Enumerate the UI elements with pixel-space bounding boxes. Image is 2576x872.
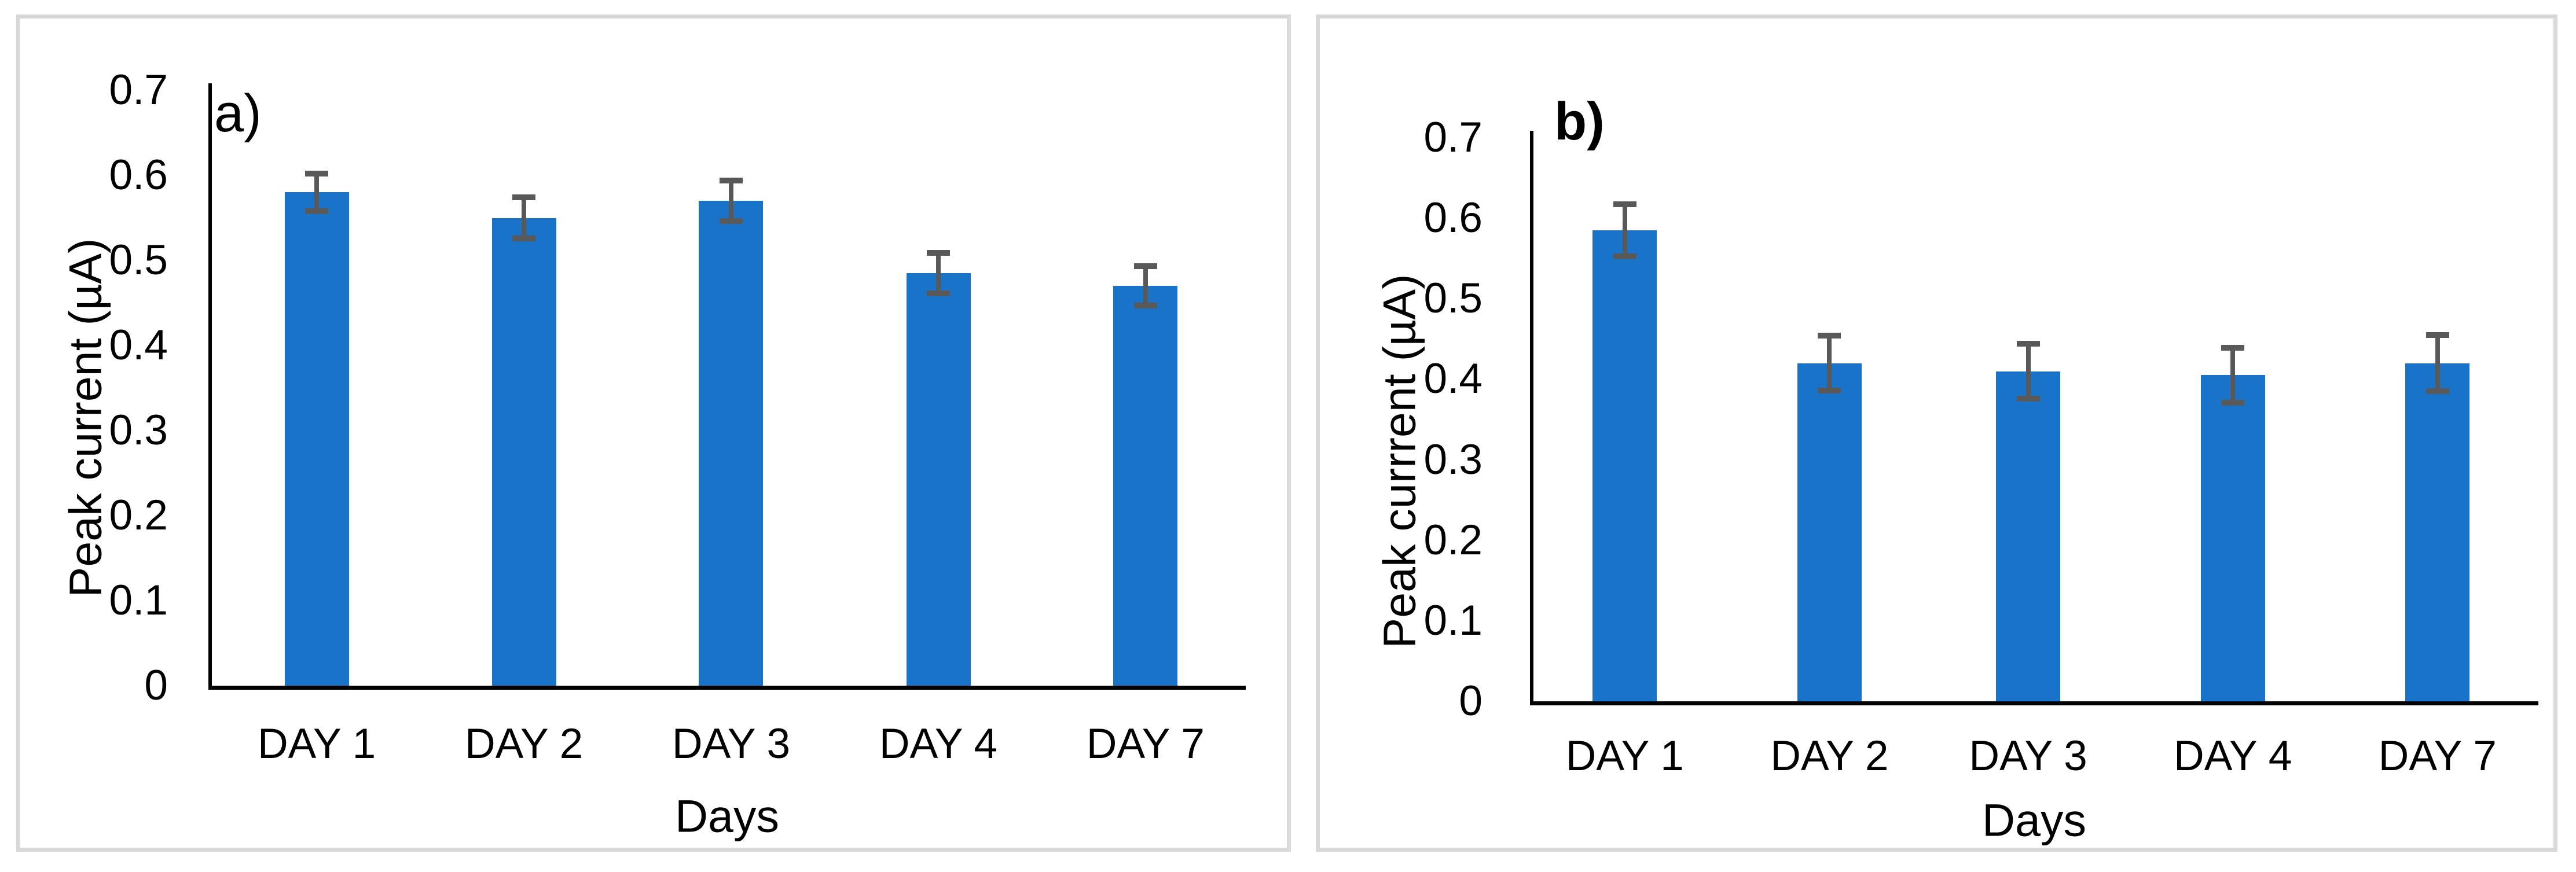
error-bar-cap: [2016, 395, 2040, 402]
chart-panel-b: Peak currrent (µA) b) 0.7 0.6 0.5 0.4 0.3 0.2…: [1316, 14, 2557, 852]
error-bar: [314, 174, 320, 211]
x-category-label: DAY 4: [879, 720, 998, 767]
x-category-label: DAY 7: [1086, 720, 1205, 767]
panel-letter: b): [1554, 92, 1605, 151]
x-axis-title: Days: [675, 790, 779, 842]
bar: [491, 218, 556, 686]
y-tick-label: 0.2: [109, 492, 168, 539]
bar: [284, 192, 349, 686]
error-bar-cap: [1613, 253, 1636, 259]
x-category-label: DAY 3: [1969, 733, 2087, 779]
bar: [1113, 286, 1178, 686]
error-bar-cap: [2016, 341, 2040, 347]
y-tick-label: 0.1: [109, 577, 168, 624]
error-bar-cap: [927, 249, 951, 256]
error-bar-cap: [719, 218, 743, 225]
error-bar-cap: [1133, 302, 1157, 308]
chart-panel-a: Peak current (µA) a) 0.7 0.6 0.5 0.4 0.3 0.2 0…: [16, 14, 1291, 852]
y-tick-label: 0.7: [109, 67, 168, 113]
error-bar-cap: [2221, 399, 2245, 406]
y-tick-label: 0: [1459, 678, 1483, 724]
x-category-label: DAY 1: [1565, 733, 1684, 779]
y-tick-label: 0.3: [1423, 436, 1483, 483]
y-axis-line: [1530, 131, 1533, 705]
y-tick-label: 0: [144, 662, 168, 709]
bar: [1592, 230, 1657, 701]
bar: [1996, 371, 2061, 701]
y-tick-label: 0.3: [109, 407, 168, 454]
error-bar-cap: [512, 235, 536, 241]
bar: [1797, 363, 1862, 701]
error-bar: [2435, 334, 2440, 392]
error-bar: [728, 180, 733, 222]
error-bar-cap: [1133, 263, 1157, 270]
error-bar-cap: [2221, 345, 2245, 351]
x-category-label: DAY 2: [465, 720, 584, 767]
y-tick-label: 0.2: [1423, 516, 1483, 564]
error-bar: [1143, 266, 1148, 306]
error-bar-cap: [1613, 201, 1636, 208]
y-tick-label: 0.6: [1423, 194, 1483, 242]
error-bar: [936, 252, 941, 294]
x-category-label: DAY 2: [1770, 733, 1889, 779]
x-axis-title: Days: [1982, 794, 2086, 846]
error-bar: [2025, 344, 2031, 399]
bar: [699, 201, 764, 686]
x-category-label: DAY 1: [257, 720, 376, 767]
error-bar-cap: [927, 290, 951, 297]
panel-letter: a): [214, 84, 262, 143]
error-bar-cap: [512, 194, 536, 201]
x-category-label: DAY 7: [2378, 733, 2497, 779]
y-tick-label: 0.7: [1423, 114, 1483, 161]
y-tick-label: 0.4: [1423, 355, 1483, 403]
bar: [906, 273, 971, 686]
error-bar-cap: [1818, 387, 1841, 393]
x-axis-line: [1530, 701, 2538, 705]
x-category-label: DAY 3: [671, 720, 791, 767]
y-tick-label: 0.5: [1423, 275, 1483, 322]
error-bar-cap: [719, 177, 743, 183]
error-bar: [522, 197, 527, 238]
x-axis-line: [208, 686, 1246, 690]
error-bar-cap: [1818, 333, 1841, 339]
error-bar-cap: [305, 208, 329, 214]
error-bar: [1827, 336, 1832, 391]
error-bar-cap: [2425, 388, 2449, 395]
y-tick-label: 0.1: [1423, 597, 1483, 644]
y-axis-line: [208, 83, 212, 690]
bar: [2200, 375, 2265, 701]
y-tick-label: 0.5: [109, 237, 168, 284]
error-bar: [2230, 348, 2236, 403]
error-bar: [1622, 204, 1627, 256]
error-bar-cap: [305, 171, 329, 177]
x-category-label: DAY 4: [2174, 733, 2292, 779]
bar: [2405, 363, 2470, 701]
error-bar-cap: [2425, 332, 2449, 338]
y-tick-label: 0.6: [109, 152, 168, 198]
y-tick-label: 0.4: [109, 322, 168, 369]
